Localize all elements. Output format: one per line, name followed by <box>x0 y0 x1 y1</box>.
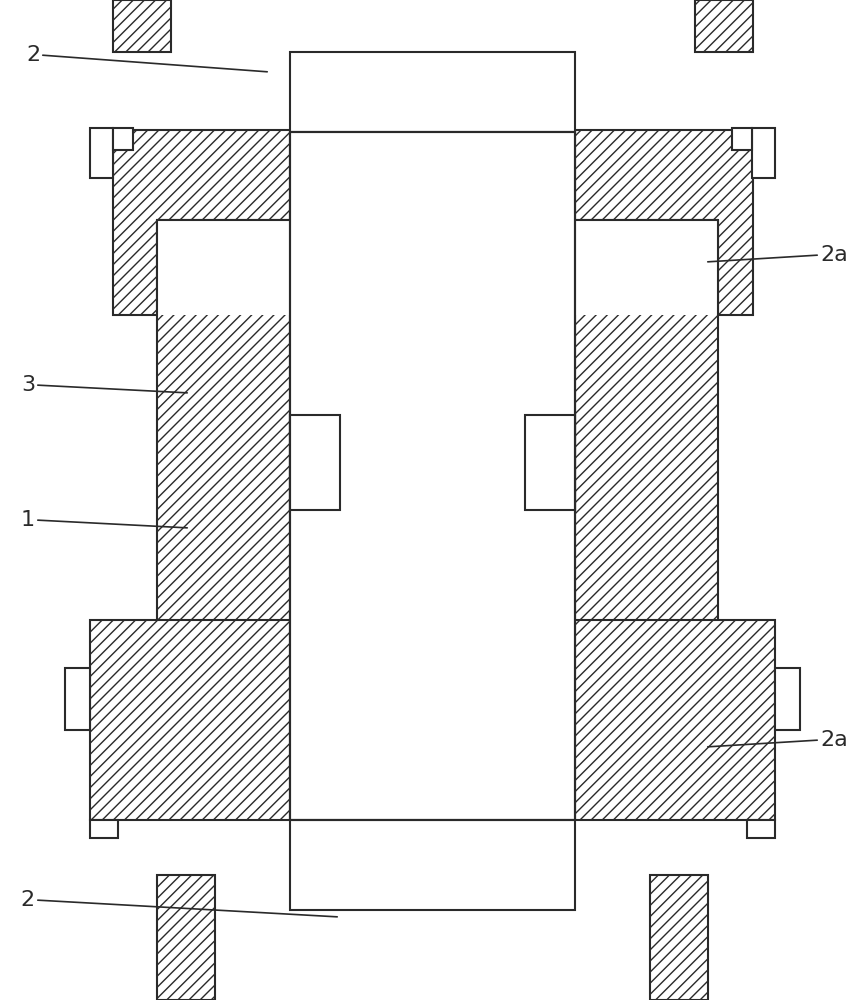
Text: 2: 2 <box>26 45 40 65</box>
Bar <box>732 128 752 150</box>
Text: 2a: 2a <box>820 245 848 265</box>
Bar <box>575 620 775 820</box>
Text: 2a: 2a <box>820 730 848 750</box>
Bar <box>525 415 575 510</box>
Bar <box>650 875 708 1000</box>
Bar <box>752 128 775 178</box>
Bar <box>525 415 575 510</box>
Text: 2: 2 <box>21 890 35 910</box>
Text: 3: 3 <box>21 375 35 395</box>
Bar <box>575 220 718 690</box>
Bar <box>113 128 133 150</box>
Polygon shape <box>157 220 290 315</box>
Bar <box>290 52 575 132</box>
Bar <box>290 820 575 910</box>
Bar <box>775 668 800 730</box>
Bar <box>90 128 113 178</box>
Bar <box>290 415 340 510</box>
Bar <box>747 820 775 838</box>
Bar <box>290 132 575 820</box>
Bar <box>65 668 90 730</box>
Bar <box>575 130 753 315</box>
Bar <box>113 130 290 315</box>
Text: 1: 1 <box>21 510 35 530</box>
Bar <box>113 0 171 52</box>
Bar <box>290 415 340 510</box>
Bar <box>90 820 118 838</box>
Polygon shape <box>575 220 718 315</box>
Bar <box>90 620 290 820</box>
Bar <box>695 0 753 52</box>
Bar <box>157 220 290 690</box>
Bar <box>157 875 215 1000</box>
